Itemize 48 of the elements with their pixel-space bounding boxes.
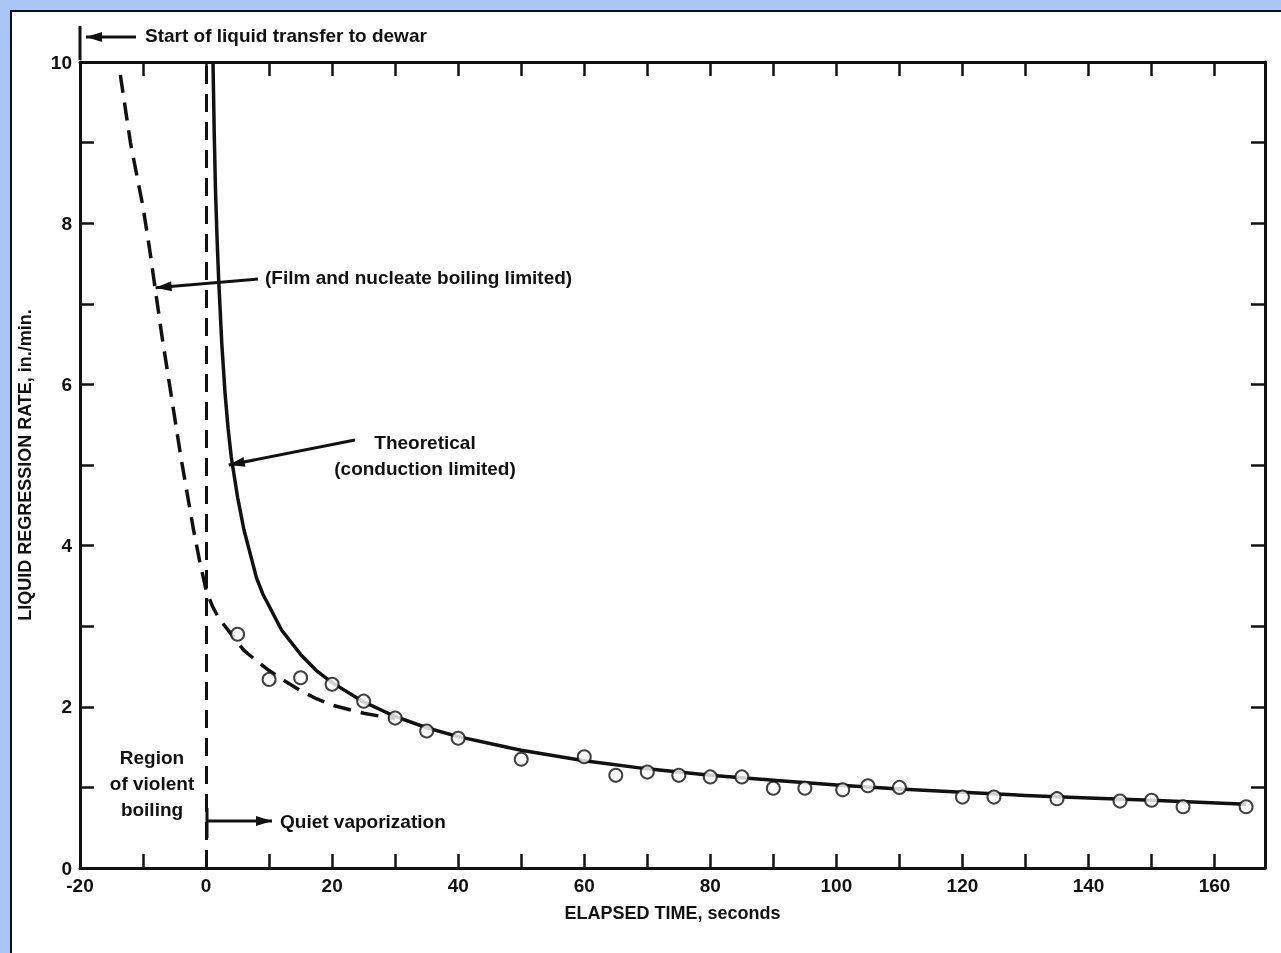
x-tick-label: 140 [1072,875,1105,896]
point [986,789,1002,805]
y-tick-label: 8 [61,212,72,234]
x-tick-label: 20 [321,875,343,896]
point [1112,793,1128,809]
point [954,789,970,805]
point [387,710,403,726]
point [639,764,655,780]
text: Start of liquid transfer to dewar [145,24,428,46]
annotation: Theoretical (conduction limited) [334,431,516,479]
annotation: Region of violent boiling [109,746,195,820]
point [1238,799,1254,815]
point [734,769,750,785]
point [891,779,907,795]
y-tick-label: 2 [61,696,72,718]
x-tick-label: 80 [699,875,721,896]
point [765,780,781,796]
x-tick-label: 60 [573,875,595,896]
point [702,769,718,785]
y-tick-label: 10 [50,51,72,73]
x-tick-label: 40 [447,875,469,896]
point [324,676,340,692]
x-tick-label: 0 [200,875,212,896]
point [513,751,529,767]
point [230,626,246,642]
point [1175,799,1191,815]
y-tick-label: 6 [61,373,72,395]
point [797,780,813,796]
annotation: (Film and nucleate boiling limited) [265,266,573,288]
point [261,671,277,687]
point [450,730,466,746]
y-tick-label: 4 [61,535,73,557]
y-axis-title: LIQUID REGRESSION RATE, in./min. [15,309,35,621]
x-tick-label: 160 [1198,875,1231,896]
point [356,693,372,709]
annotation: Quiet vaporization [280,810,446,832]
x-tick-label: 120 [946,875,979,896]
point [419,723,435,739]
x-tick-label: 100 [820,875,853,896]
point [835,782,851,798]
point [1144,792,1160,808]
point [608,767,624,783]
x-axis-title: ELAPSED TIME, seconds [564,903,781,923]
point [860,778,876,794]
point [1049,791,1065,807]
point [576,749,592,765]
point [293,670,309,686]
point [671,767,687,783]
